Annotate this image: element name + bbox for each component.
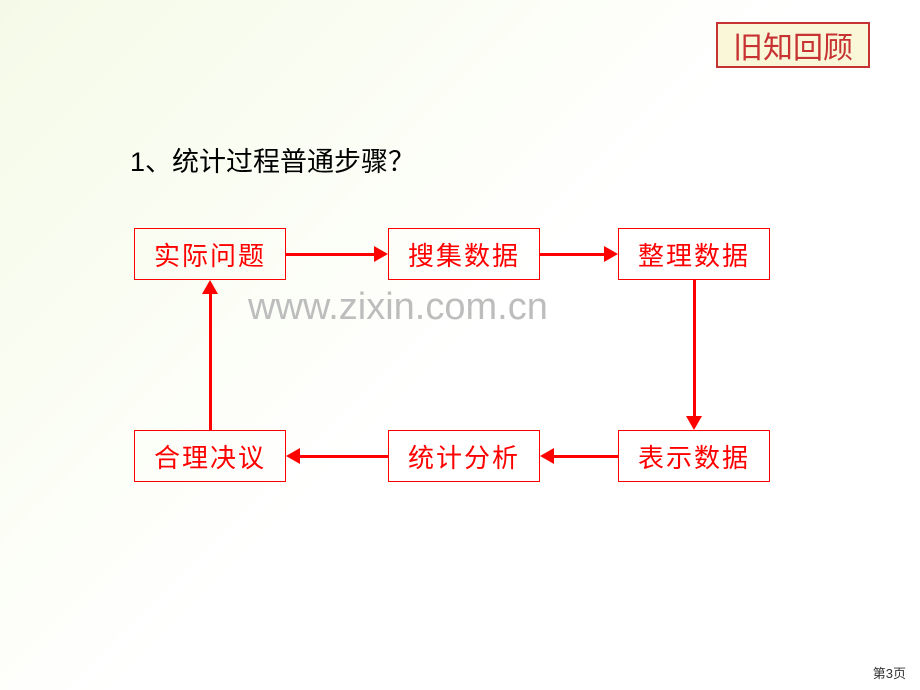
flow-box-1-label: 实际问题	[154, 236, 266, 273]
flow-box-4-label: 表示数据	[638, 438, 750, 475]
flow-box-5: 统计分析	[388, 430, 540, 482]
flow-box-2-label: 搜集数据	[408, 236, 520, 273]
flow-box-6-label: 合理决议	[154, 438, 266, 475]
badge-text: 旧知回顾	[733, 23, 853, 67]
flow-box-5-label: 统计分析	[408, 438, 520, 475]
watermark: www.zixin.com.cn	[248, 286, 548, 329]
flow-box-2: 搜集数据	[388, 228, 540, 280]
flow-box-1: 实际问题	[134, 228, 286, 280]
flow-box-6: 合理决议	[134, 430, 286, 482]
flow-box-3-label: 整理数据	[638, 236, 750, 273]
question-text: 1、统计过程普通步骤？	[130, 140, 415, 179]
section-badge: 旧知回顾	[716, 22, 870, 68]
flow-box-3: 整理数据	[618, 228, 770, 280]
flow-box-4: 表示数据	[618, 430, 770, 482]
page-number: 第3页	[873, 663, 906, 682]
